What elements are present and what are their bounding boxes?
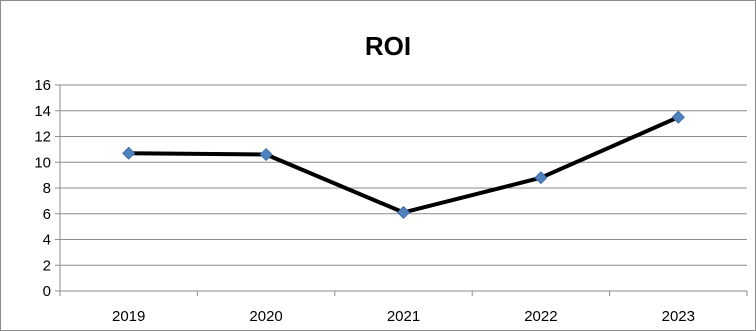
series-roi <box>122 110 685 220</box>
x-tick-labels: 2019 2020 2021 2022 2023 <box>112 308 695 325</box>
data-point-2023 <box>671 110 685 124</box>
y-tick-label: 16 <box>34 77 51 94</box>
data-point-2019 <box>122 146 136 160</box>
y-tick-label: 8 <box>43 180 51 197</box>
data-point-2021 <box>396 205 411 220</box>
x-tick-label-2023: 2023 <box>662 308 695 325</box>
y-tick-label: 2 <box>43 257 51 274</box>
series-line <box>128 115 680 215</box>
y-tick-label: 14 <box>34 103 51 120</box>
y-tick-label: 0 <box>43 283 51 300</box>
chart-title: ROI <box>365 31 411 61</box>
x-tick-label-2020: 2020 <box>249 308 282 325</box>
x-tick-label-2021: 2021 <box>387 308 420 325</box>
y-tick-label: 6 <box>43 206 51 223</box>
axes <box>55 84 748 296</box>
x-tick-label-2022: 2022 <box>524 308 557 325</box>
x-tick-label-2019: 2019 <box>112 308 145 325</box>
data-point-2022 <box>534 171 548 185</box>
y-tick-label: 4 <box>43 232 51 249</box>
gridlines <box>60 84 747 266</box>
y-tick-labels: 0 2 4 6 8 10 12 14 16 <box>34 77 51 300</box>
data-point-2020 <box>259 147 273 162</box>
y-tick-label: 12 <box>34 129 51 146</box>
y-tick-label: 10 <box>34 154 51 171</box>
